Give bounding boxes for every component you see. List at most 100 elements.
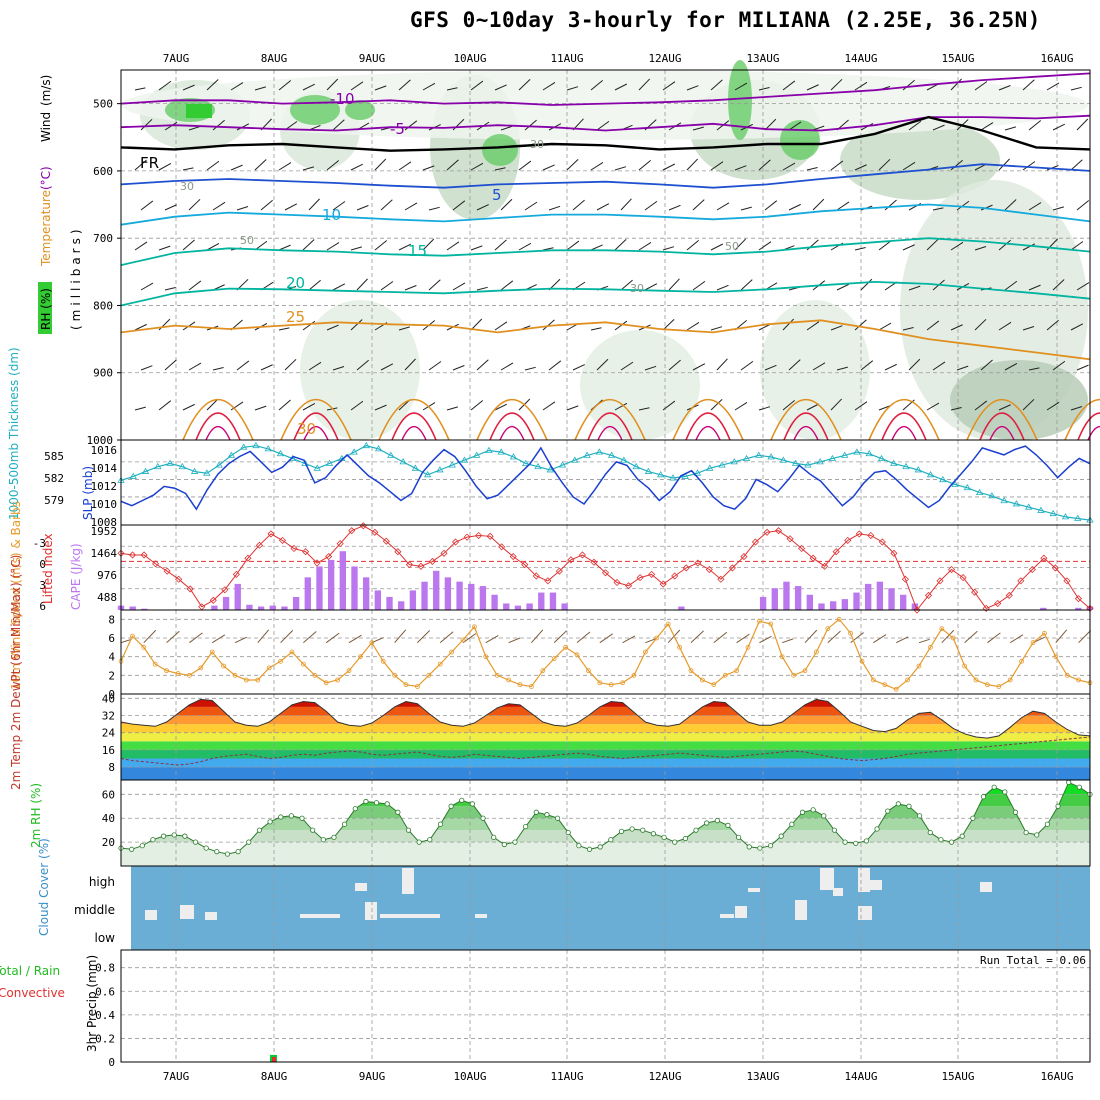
- wind-barb: [350, 81, 364, 91]
- wind10-barb: [1055, 629, 1068, 643]
- cape-bar: [876, 581, 884, 610]
- wind-barb: [212, 201, 226, 211]
- wind10-barb: [143, 629, 157, 644]
- wind10-barb: [462, 633, 477, 644]
- wind10-tick-label: 4: [108, 651, 115, 664]
- upper-air-tick-label: 500: [93, 98, 113, 111]
- thickness-point: [791, 459, 800, 466]
- cloud-patch: [300, 914, 340, 918]
- wind-barb: [398, 326, 411, 331]
- rh-point: [586, 846, 593, 852]
- wind-barb: [326, 324, 339, 331]
- thickness-point: [840, 451, 849, 458]
- rh-point: [672, 839, 678, 845]
- thickness-tick-label: 582: [44, 472, 64, 485]
- wind10-barb: [987, 632, 1001, 644]
- wind-barb: [1076, 118, 1089, 131]
- cape-bar: [771, 588, 778, 610]
- wind10-point: [586, 668, 591, 674]
- lifted-point: [221, 586, 229, 594]
- wind-barb: [854, 319, 867, 331]
- wind10-point: [1064, 672, 1070, 678]
- lifted-point: [302, 548, 310, 556]
- rh-point: [927, 829, 933, 836]
- wind-barb: [710, 79, 723, 91]
- wind-barb: [350, 163, 364, 171]
- ylabel-wind-units: (m/s): [39, 75, 53, 106]
- precip-panel: Run Total = 0.06 0.8 0.6 0.4 0.2 0: [95, 949, 1091, 1069]
- isotherm-label: 15: [408, 242, 427, 260]
- ylabel-millibars: (millibars): [69, 225, 83, 330]
- rh-point: [725, 822, 731, 828]
- cape-bar: [491, 594, 498, 610]
- isotherm-label: 10: [322, 206, 341, 224]
- wind-barb: [446, 87, 458, 91]
- cape-bar: [538, 592, 545, 610]
- cape-bar: [141, 608, 148, 610]
- isotherm-15: [120, 237, 1091, 266]
- cape-bar: [374, 590, 382, 610]
- rh-shade-70: [728, 60, 752, 140]
- wind-barb: [1070, 159, 1083, 171]
- wind-barb: [806, 84, 819, 91]
- rh-label: 50: [240, 234, 254, 247]
- wind10-point: [985, 682, 990, 688]
- rh-tick-label: 40: [102, 812, 115, 825]
- lifted-point: [555, 567, 563, 575]
- thickness-point: [583, 451, 591, 458]
- ylabel-slp: SLP (mb): [81, 466, 95, 520]
- temp-tick-label: 8: [108, 761, 115, 774]
- temp-band: [121, 749, 1090, 759]
- isotherm-label: 25: [286, 308, 305, 326]
- cape-bar: [1075, 607, 1082, 610]
- wind-barb: [686, 158, 699, 171]
- rh-point: [618, 828, 625, 834]
- wind10-barb: [120, 638, 132, 644]
- rh-label: 30: [530, 138, 544, 151]
- wind-barb: [548, 360, 562, 371]
- lifted-point: [648, 570, 656, 578]
- wind-barb: [158, 400, 172, 411]
- wind-barb: [998, 404, 1011, 411]
- wind10-point: [312, 672, 318, 678]
- wind-barb: [446, 406, 459, 411]
- wind-barb: [188, 126, 201, 131]
- wind10-point: [722, 672, 728, 678]
- lifted-point: [140, 551, 148, 559]
- wind10-point: [836, 616, 842, 622]
- wind-barb: [590, 327, 602, 331]
- wind-barb: [926, 320, 940, 331]
- rh-shade: [840, 120, 1000, 200]
- isotherm-arch-35: [881, 412, 927, 441]
- cloud-patch: [145, 910, 157, 920]
- rh-point: [427, 837, 433, 843]
- rh-band: [121, 794, 1090, 807]
- rh-band: [121, 842, 1090, 866]
- ylabel-precip: 3hr Precip (mm): [85, 955, 99, 1052]
- temperature-panel: 40 32 24 16 8: [102, 692, 1091, 781]
- thickness-point: [914, 466, 922, 473]
- wind-barb: [620, 198, 632, 211]
- lifted-point: [821, 562, 829, 570]
- wind-barb: [332, 283, 346, 291]
- thickness-point: [1024, 503, 1033, 510]
- wind-barb: [422, 165, 435, 171]
- rh-point: [959, 833, 965, 839]
- lifted-point: [1063, 577, 1071, 585]
- lifted-point: [232, 570, 240, 578]
- upper-air-tick-label: 600: [93, 165, 113, 178]
- lifted-point: [682, 564, 690, 572]
- rh-point: [1044, 821, 1051, 827]
- wind10-point: [654, 635, 660, 641]
- wind10-barb: [599, 633, 613, 644]
- rh-point: [437, 821, 444, 827]
- cape-bar: [526, 603, 533, 610]
- rh-point: [288, 813, 294, 819]
- thickness-point: [877, 454, 886, 462]
- thickness-point: [828, 454, 837, 462]
- wind-barb: [1052, 206, 1065, 211]
- isotherm-arch-35: [195, 412, 241, 441]
- wind10m-panel: 8 6 4 2 0: [108, 609, 1093, 701]
- cloud-tick-label: low: [95, 931, 116, 945]
- cloud-patch: [365, 902, 377, 920]
